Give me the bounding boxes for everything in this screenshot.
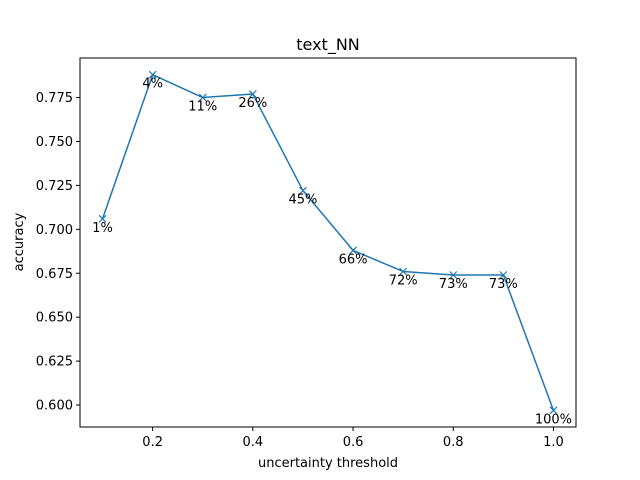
- y-tick-label: 0.725: [36, 179, 73, 194]
- x-tick-label: 0.8: [443, 435, 464, 450]
- x-tick-label: 0.4: [243, 435, 264, 450]
- plot-frame: [79, 57, 577, 428]
- x-tick-label: 1.0: [543, 435, 564, 450]
- data-point: [198, 93, 207, 102]
- data-point: [248, 90, 257, 98]
- y-axis-ticks: 0.600 0.625 0.650 0.675 0.700 0.725 0.750 0.775: [36, 91, 80, 414]
- series-line: [101, 73, 555, 411]
- data-label: 66%: [339, 252, 368, 267]
- plot-area: 1% 4% 11% 26% 45% 66% 72% 73% 73% 100%: [92, 70, 572, 427]
- data-point: [549, 406, 558, 415]
- x-axis-label: uncertainty threshold: [258, 456, 398, 471]
- y-tick-label: 0.675: [36, 267, 73, 282]
- data-label: 73%: [489, 277, 518, 292]
- y-axis-label: accuracy: [12, 212, 27, 271]
- x-tick-label: 0.6: [343, 435, 364, 450]
- y-tick-label: 0.775: [36, 91, 73, 106]
- data-label: 100%: [535, 412, 572, 427]
- data-point: [349, 246, 357, 255]
- data-label: 11%: [188, 100, 217, 115]
- y-tick-label: 0.650: [36, 311, 73, 326]
- data-point: [499, 271, 508, 279]
- data-label: 73%: [439, 277, 468, 292]
- x-tick-label: 0.2: [142, 435, 163, 450]
- data-point: [449, 271, 458, 279]
- data-point: [148, 70, 157, 79]
- x-axis-ticks: 0.2 0.4 0.6 0.8 1.0: [142, 427, 564, 450]
- y-tick-label: 0.750: [36, 135, 73, 150]
- data-point: [98, 214, 107, 223]
- data-label: 4%: [142, 77, 163, 92]
- data-point: [399, 267, 408, 276]
- y-tick-label: 0.625: [36, 355, 73, 370]
- data-label: 1%: [92, 221, 113, 236]
- data-label: 72%: [389, 273, 418, 288]
- data-label: 45%: [288, 193, 317, 208]
- data-label: 26%: [238, 96, 267, 111]
- y-tick-label: 0.600: [36, 399, 73, 414]
- data-point: [299, 186, 307, 195]
- y-tick-label: 0.700: [36, 223, 73, 238]
- chart-title: text_NN: [296, 35, 360, 55]
